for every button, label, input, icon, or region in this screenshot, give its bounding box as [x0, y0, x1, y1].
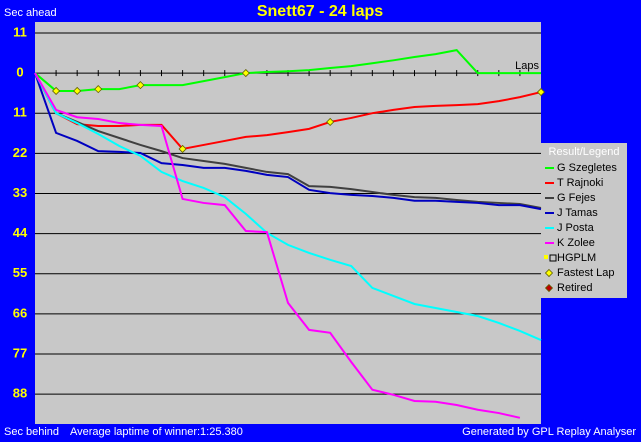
legend-label: J Posta	[557, 222, 595, 234]
y-tick-label: 77	[13, 345, 27, 360]
series-line	[34, 72, 542, 342]
legend-label: G Fejes	[557, 192, 596, 204]
y-label-bottom: Sec behind	[4, 426, 59, 438]
legend-swatch	[544, 283, 554, 293]
fastest-lap-marker	[536, 87, 546, 97]
y-tick-label: 44	[13, 225, 28, 240]
fastest-lap-marker	[136, 81, 145, 90]
footer-right: Generated by GPL Replay Analyser	[462, 426, 636, 438]
series-line	[34, 49, 541, 92]
legend-swatch	[544, 255, 548, 259]
legend-label: T Rajnoki	[557, 177, 603, 189]
chart-title: Snett67 - 24 laps	[257, 3, 383, 20]
series-line	[34, 72, 542, 211]
y-label-top: Sec ahead	[4, 7, 57, 19]
legend-swatch	[549, 254, 557, 262]
y-tick-label: 66	[13, 305, 27, 320]
series-line	[34, 72, 542, 210]
fastest-lap-marker	[94, 85, 103, 94]
legend	[541, 143, 627, 298]
legend-label: K Zolee	[557, 237, 595, 249]
y-tick-label: 88	[13, 386, 27, 401]
legend-label: Retired	[557, 282, 592, 294]
fastest-lap-marker	[73, 86, 82, 96]
y-tick-label: 11	[13, 105, 27, 120]
series-line	[34, 72, 542, 151]
y-tick-label: 11	[13, 24, 27, 39]
legend-label: HGPLM	[557, 252, 596, 264]
legend-label: Fastest Lap	[557, 267, 614, 279]
legend-label: G Szegletes	[557, 162, 617, 174]
fastest-lap-marker	[178, 144, 187, 154]
series-line	[34, 72, 521, 419]
plot-area	[35, 22, 541, 424]
y-tick-label: 33	[13, 185, 27, 200]
y-tick-label: 0	[16, 65, 23, 80]
legend-swatch	[544, 268, 554, 278]
y-tick-label: 55	[13, 265, 27, 280]
footer-left: Average laptime of winner:1:25.380	[70, 426, 243, 438]
x-label: Laps	[515, 60, 539, 72]
fastest-lap-marker	[241, 69, 250, 78]
y-tick-label: 22	[13, 145, 27, 160]
fastest-lap-marker	[326, 117, 335, 127]
fastest-lap-marker	[52, 86, 61, 96]
legend-label: J Tamas	[557, 207, 598, 219]
legend-title: Result/Legend	[549, 146, 620, 158]
